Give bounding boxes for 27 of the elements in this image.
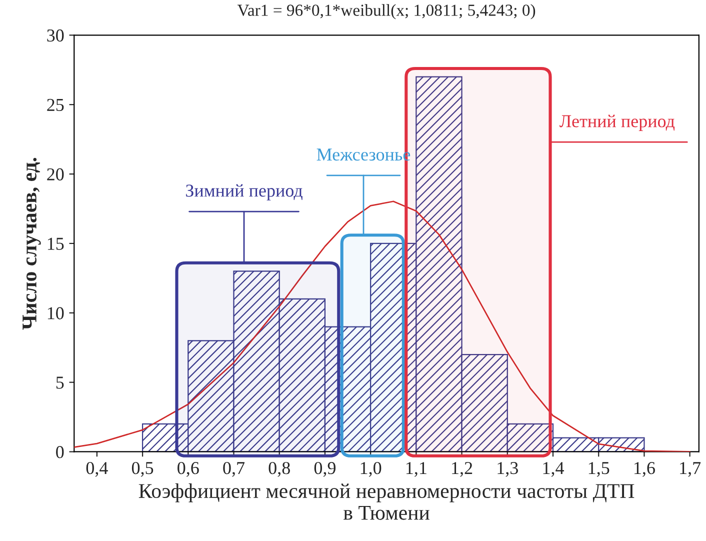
x-tick-label: 0,8 [268,462,290,477]
y-axis-title: Число случаев, ед. [22,158,41,330]
y-tick-label: 5 [56,376,64,389]
chart-title: Var1 = 96*0,1*weibull(x; 1,0811; 5,4243; 0) [237,4,536,20]
x-tick-label: 1,3 [498,462,518,477]
x-tick-label: 1,4 [543,462,564,477]
x-tick-label: 0,9 [314,462,336,477]
y-tick-label: 20 [47,168,64,180]
x-tick-label: 0,7 [223,462,245,477]
band-label: Зимний период [186,184,302,200]
y-tick-label: 25 [47,98,64,112]
x-tick-label: 1,6 [634,462,655,477]
x-tick-label: 1,7 [680,462,701,477]
x-tick-label: 1,2 [452,462,472,477]
y-tick-label: 15 [48,238,64,250]
y-tick-label: 0 [56,446,64,458]
x-tick-label: 1,1 [406,462,426,477]
x-tick-label: 0,4 [86,462,108,477]
y-tick-label: 10 [48,307,64,320]
y-tick-label: 30 [47,29,64,42]
line-series [74,200,691,452]
band-label: Летний период [560,114,675,131]
x-axis-title: Коэффициент месячной неравномерности частоты ДТП в Тюмени [138,483,634,520]
x-tick-label: 0,6 [178,462,199,477]
x-tick-label: 1,0 [360,462,382,477]
x-tick-label: 1,5 [588,462,610,477]
x-tick-label: 0,5 [132,462,154,477]
